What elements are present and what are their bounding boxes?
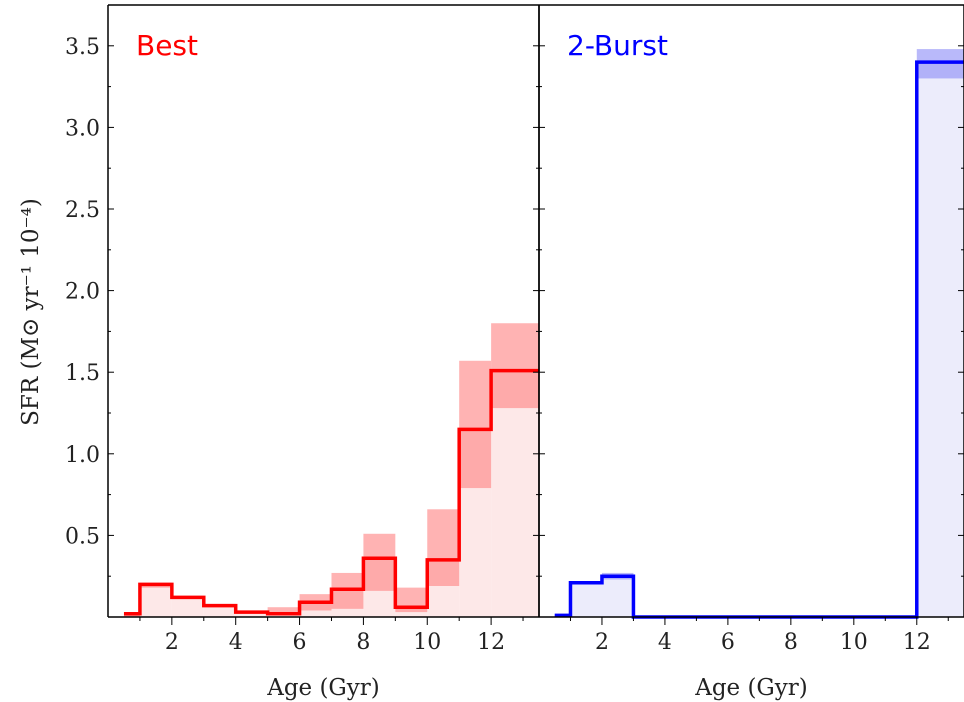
- sfr-area-bin-4: [917, 62, 964, 617]
- y-tick-label: 1.0: [65, 443, 100, 468]
- x-tick-label: 8: [356, 630, 370, 655]
- sfr-area-bin-2: [172, 597, 204, 617]
- x-tick-label: 12: [903, 630, 931, 655]
- panel-title: Best: [136, 29, 198, 62]
- x-tick-label: 4: [229, 630, 243, 655]
- sfr-uncertainty-band-8: [363, 534, 395, 591]
- sfr-area-bin-1: [570, 583, 601, 617]
- x-tick-label: 6: [293, 630, 307, 655]
- sfr-uncertainty-band-11: [459, 361, 491, 488]
- y-axis-label: SFR (M⊙ yr⁻¹ 10⁻⁴): [18, 198, 44, 426]
- sfr-area-bin-1: [140, 584, 172, 617]
- x-tick-label: 4: [658, 630, 672, 655]
- y-tick-label: 0.5: [65, 524, 100, 549]
- x-tick-label: 6: [721, 630, 735, 655]
- x-tick-label: 8: [784, 630, 798, 655]
- sfr-uncertainty-band-12: [491, 323, 539, 408]
- x-axis-label: Age (Gyr): [266, 675, 380, 701]
- x-tick-label: 10: [840, 630, 868, 655]
- x-tick-label: 10: [413, 630, 441, 655]
- y-tick-label: 2.0: [65, 280, 100, 305]
- x-tick-label: 2: [165, 630, 179, 655]
- sfr-uncertainty-band-10: [427, 509, 459, 586]
- y-tick-label: 3.0: [65, 116, 100, 141]
- panel-2-burst: 2 4 6 8 10 12 Age (Gyr) 2-Burst: [539, 5, 964, 701]
- panel-best: 2 4 6 8 10 12 0.5 1.0 1.5 2.0 2.5 3.0 3.5 Age (Gyr) Be…: [65, 5, 539, 701]
- x-tick-label: 2: [595, 630, 609, 655]
- sfr-area-bin-2: [602, 576, 633, 617]
- y-tick-label: 1.5: [65, 361, 100, 386]
- panel-title: 2-Burst: [567, 29, 668, 62]
- y-tick-label: 2.5: [65, 198, 100, 223]
- x-axis-label: Age (Gyr): [694, 675, 808, 701]
- sfr-step-line: [555, 62, 964, 617]
- y-tick-label: 3.5: [65, 35, 100, 60]
- x-tick-label: 12: [477, 630, 505, 655]
